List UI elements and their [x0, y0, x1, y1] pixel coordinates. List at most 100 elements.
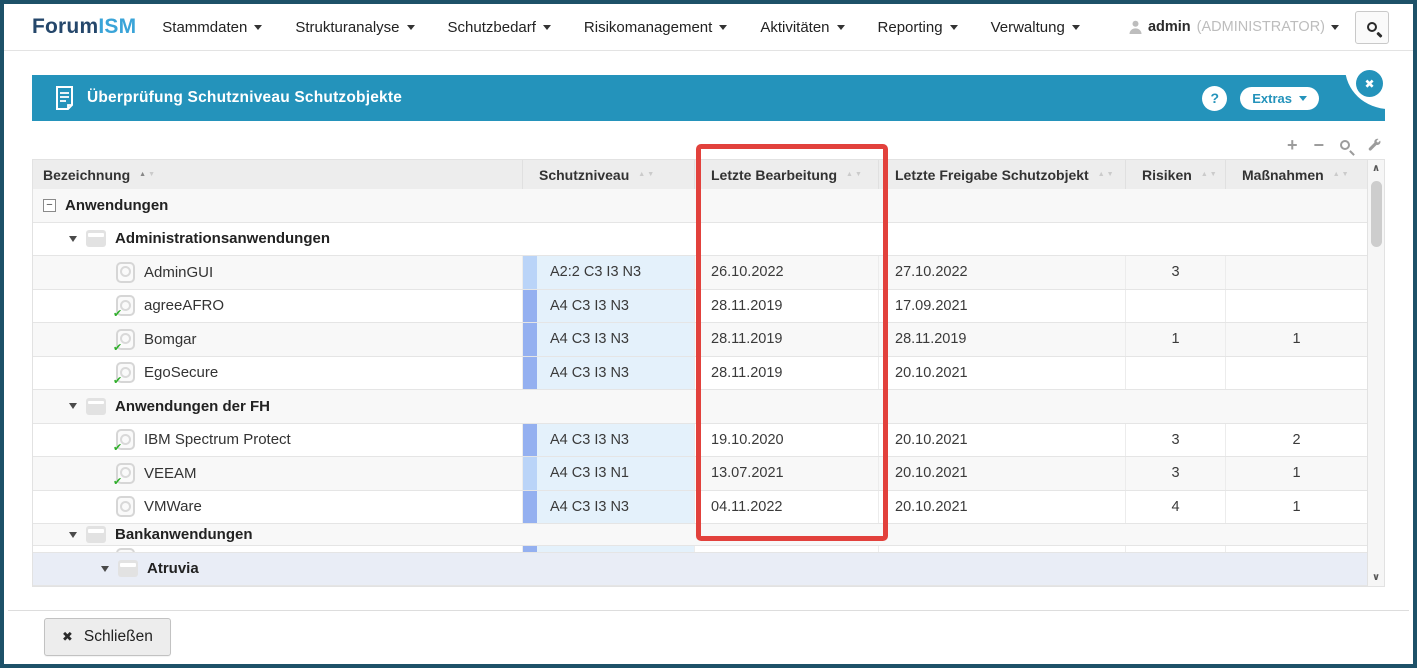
nav-menu-item-1[interactable]: Strukturanalyse — [295, 19, 415, 36]
object-label: EgoSecure — [144, 364, 219, 382]
user-role: (ADMINISTRATOR) — [1196, 19, 1325, 35]
niveau-stripe — [523, 289, 537, 322]
schutzniveau-cell: A4 C3 I3 N3 — [523, 323, 695, 356]
table-row[interactable]: VMWare A4 C3 I3 N3 04.11.2022 20.10.2021 4 1 — [33, 490, 1367, 524]
risiken-cell: 4 — [1126, 490, 1226, 523]
help-button[interactable]: ? — [1202, 85, 1228, 111]
app-logo[interactable]: ForumISM — [32, 15, 136, 39]
sort-desc-icon: ▼ — [148, 171, 155, 178]
application-icon: ✔ — [113, 429, 135, 454]
name-cell: ✔ agreeAFRO — [33, 289, 523, 322]
letzte-bearbeitung-cell: 19.10.2020 — [695, 423, 879, 456]
caret-down-icon[interactable] — [101, 565, 109, 572]
group-label: Anwendungen — [65, 196, 169, 214]
group-row[interactable]: Bankanwendungen — [33, 524, 1367, 546]
nav-menu-item-3[interactable]: Risikomanagement — [584, 19, 728, 36]
sort-icons: ▲ ▼ — [638, 171, 654, 178]
sort-asc-icon: ▲ — [1200, 171, 1208, 178]
niveau-stripe — [523, 356, 537, 389]
scroll-down-icon[interactable]: ∨ — [1371, 571, 1381, 583]
panel-header: Überprüfung Schutzniveau Schutzobjekte ?… — [32, 67, 1389, 121]
table-row-clipped[interactable] — [33, 546, 1367, 553]
logo-part-2: ISM — [98, 15, 137, 38]
user-name: admin — [1147, 19, 1191, 35]
massnahmen-cell — [1226, 290, 1367, 323]
scroll-thumb[interactable] — [1370, 181, 1382, 247]
close-tab: ✖ — [1345, 67, 1389, 109]
nav-menu: Stammdaten Strukturanalyse Schutzbedarf Ris… — [162, 19, 1080, 36]
logo-part-1: Forum — [32, 15, 99, 38]
caret-down-icon[interactable] — [69, 403, 77, 410]
vertical-scrollbar[interactable]: ∧ ∨ — [1367, 160, 1384, 586]
niveau-stripe — [523, 457, 537, 490]
sort-asc-icon: ▲ — [1097, 171, 1105, 178]
column-header-0[interactable]: Bezeichnung ▲ ▼ — [33, 160, 523, 189]
group-row[interactable]: Anwendungen der FH — [33, 390, 1367, 424]
application-icon — [116, 496, 135, 518]
collapse-icon[interactable]: − — [43, 198, 56, 212]
search-button[interactable] — [1355, 10, 1389, 44]
extras-button[interactable]: Extras — [1240, 86, 1319, 110]
nav-menu-item-6[interactable]: Verwaltung — [991, 19, 1080, 36]
nav-menu-item-4[interactable]: Aktivitäten — [760, 19, 845, 36]
group-row[interactable]: Administrationsanwendungen — [33, 222, 1367, 256]
chevron-down-icon — [1071, 24, 1080, 30]
risiken-cell — [1126, 289, 1226, 322]
column-header-2[interactable]: Letzte Bearbeitung ▲ ▼ — [695, 160, 879, 189]
table-row[interactable]: AdminGUI A2:2 C3 I3 N3 26.10.2022 27.10.202… — [33, 256, 1367, 290]
panel: Überprüfung Schutzniveau Schutzobjekte ?… — [32, 67, 1389, 587]
risiken-cell — [1126, 356, 1226, 389]
table-row[interactable]: ✔ agreeAFRO A4 C3 I3 N3 28.11.2019 17.09.202… — [33, 289, 1367, 323]
sort-desc-icon: ▼ — [1341, 171, 1349, 178]
user-icon — [1129, 20, 1142, 34]
name-cell: VMWare — [33, 490, 523, 523]
close-button[interactable]: ✖ Schließen — [44, 618, 171, 656]
table-row[interactable]: ✔ EgoSecure A4 C3 I3 N3 28.11.2019 20.10.202… — [33, 356, 1367, 390]
group-label: Bankanwendungen — [115, 526, 253, 543]
nav-menu-item-0[interactable]: Stammdaten — [162, 19, 263, 36]
nav-menu-item-5[interactable]: Reporting — [878, 19, 958, 36]
group-label: Atruvia — [147, 560, 199, 577]
chevron-down-icon — [1299, 95, 1307, 101]
plus-icon[interactable]: + — [1286, 135, 1298, 155]
column-header-3[interactable]: Letzte Freigabe Schutzobjekt ▲ ▼ — [879, 160, 1126, 189]
schutzniveau-cell: A4 C3 I3 N3 — [523, 423, 695, 456]
wrench-icon[interactable] — [1366, 137, 1382, 153]
column-header-4[interactable]: Risiken ▲ ▼ — [1126, 160, 1226, 189]
sort-asc-icon: ▲ — [1332, 171, 1340, 178]
minus-icon[interactable]: − — [1313, 135, 1324, 155]
table-row[interactable]: ✔ VEEAM A4 C3 I3 N1 13.07.2021 20.10.2021 3 1 — [33, 457, 1367, 491]
application-icon: ✔ — [113, 295, 135, 320]
caret-down-icon[interactable] — [69, 531, 77, 538]
schutzniveau-cell: A4 C3 I3 N3 — [523, 356, 695, 389]
application-icon — [116, 261, 135, 283]
chevron-down-icon — [1331, 24, 1339, 30]
risiken-cell: 3 — [1126, 423, 1226, 456]
check-icon: ✔ — [113, 375, 123, 388]
sort-asc-icon: ▲ — [846, 171, 853, 178]
user-menu[interactable]: admin (ADMINISTRATOR) — [1129, 19, 1339, 35]
scroll-up-icon[interactable]: ∧ — [1371, 163, 1381, 174]
schutzniveau-cell: A4 C3 I3 N3 — [523, 490, 695, 523]
table-body: − Anwendungen Administrationsanwendungen Ad… — [33, 189, 1367, 586]
search-icon — [1367, 22, 1377, 32]
chevron-down-icon — [254, 24, 263, 30]
column-header-5[interactable]: Maßnahmen ▲ ▼ — [1242, 166, 1349, 183]
footer-divider — [8, 610, 1409, 611]
nav-menu-item-2[interactable]: Schutzbedarf — [448, 19, 551, 36]
sort-asc-icon: ▲ — [638, 171, 646, 178]
close-icon[interactable]: ✖ — [1356, 70, 1383, 97]
search-icon[interactable] — [1340, 140, 1350, 150]
name-cell: ✔ VEEAM — [33, 457, 523, 490]
application-icon: ✔ — [113, 328, 135, 353]
column-header-1[interactable]: Schutzniveau ▲ ▼ — [523, 160, 695, 189]
letzte-freigabe-cell: 20.10.2021 — [879, 457, 1126, 490]
group-row[interactable]: − Anwendungen — [33, 189, 1367, 223]
letzte-bearbeitung-cell: 28.11.2019 — [695, 289, 879, 322]
table-row[interactable]: ✔ IBM Spectrum Protect A4 C3 I3 N3 19.10.20… — [33, 423, 1367, 457]
caret-down-icon[interactable] — [69, 235, 77, 242]
massnahmen-cell: 1 — [1292, 331, 1301, 348]
sort-desc-icon: ▼ — [1106, 171, 1114, 178]
table-row[interactable]: ✔ Bomgar A4 C3 I3 N3 28.11.2019 28.11.2019 1 1 — [33, 323, 1367, 357]
group-row[interactable]: Atruvia — [33, 552, 1367, 586]
